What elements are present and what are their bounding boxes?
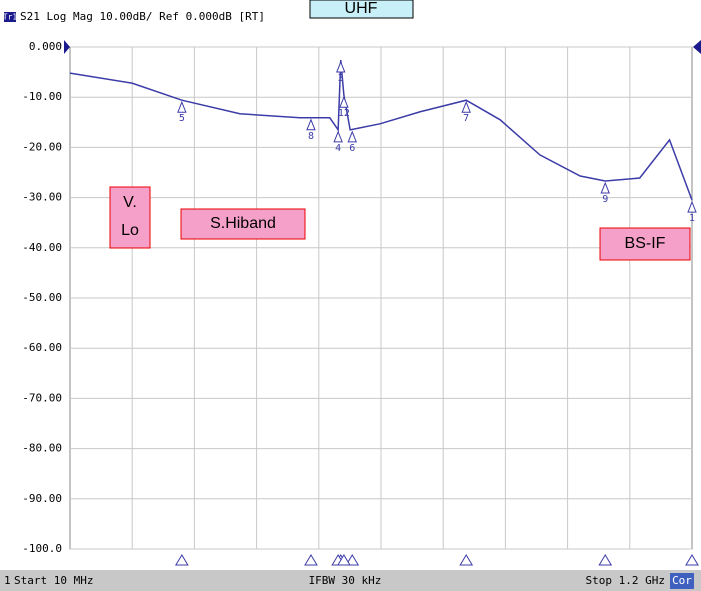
marker [336,60,346,73]
y-tick-label: -30.00 [22,191,62,204]
marker-label: 7 [463,113,469,124]
header: S21 Log Mag 10.00dB/ Ref 0.000dB [RT] [20,10,265,23]
marker [347,130,357,143]
annotation: UHF [345,0,378,17]
annotation-box [599,227,691,261]
annotation: S.Hiband [210,215,276,232]
marker-x-indicator [459,554,474,566]
y-tick-label: -60.00 [22,341,62,354]
marker [177,100,187,113]
trace-badge: Tr1 [3,13,18,22]
marker-x-indicator [304,554,318,566]
marker [687,200,697,213]
marker-label: 1 [689,213,695,224]
trace [69,59,693,201]
y-tick-label: -10.00 [22,90,62,103]
marker-x-indicator [337,554,351,566]
marker-x-indicator [598,554,613,566]
annotation: BS-IF [625,235,666,252]
marker [306,118,316,131]
marker-label: 8 [308,131,314,142]
marker-label: 4 [335,143,341,154]
y-tick-label: -20.00 [22,140,62,153]
start: Start 10 MHz [14,574,93,587]
marker-label: 3 [338,73,344,84]
marker [333,130,343,143]
ifbw: IFBW 30 kHz [309,574,382,587]
y-tick-label: -100.0 [22,542,62,555]
marker-x-indicator [685,554,699,566]
ref-marker-right [693,40,701,54]
marker [600,181,610,194]
y-tick-label: -40.00 [22,241,62,254]
annotation-box [109,186,151,249]
annotation: Lo [121,222,139,239]
marker [461,100,471,113]
stop: Stop 1.2 GHz [586,574,665,587]
y-tick-label: 0.000 [29,40,62,53]
annotation: V. [123,194,137,211]
channel: 1 [4,574,11,587]
cor: Cor [672,574,692,587]
cor-box [670,573,694,589]
annotation-box [180,208,306,240]
y-tick-label: -50.00 [22,291,62,304]
trace-badge-box [4,12,16,22]
y-tick-label: -90.00 [22,492,62,505]
marker [339,95,349,108]
y-tick-label: -70.00 [22,391,62,404]
marker-label: 6 [349,143,355,154]
annotation-box [309,0,414,19]
marker-label: 5 [179,113,185,124]
marker-x-indicator [345,554,360,566]
ref-marker-left [64,40,70,54]
status-bar [0,570,701,591]
marker-label: 12 [338,108,350,119]
marker-label: 9 [602,194,608,205]
marker-x-indicator [174,554,189,566]
y-tick-label: -80.00 [22,442,62,455]
